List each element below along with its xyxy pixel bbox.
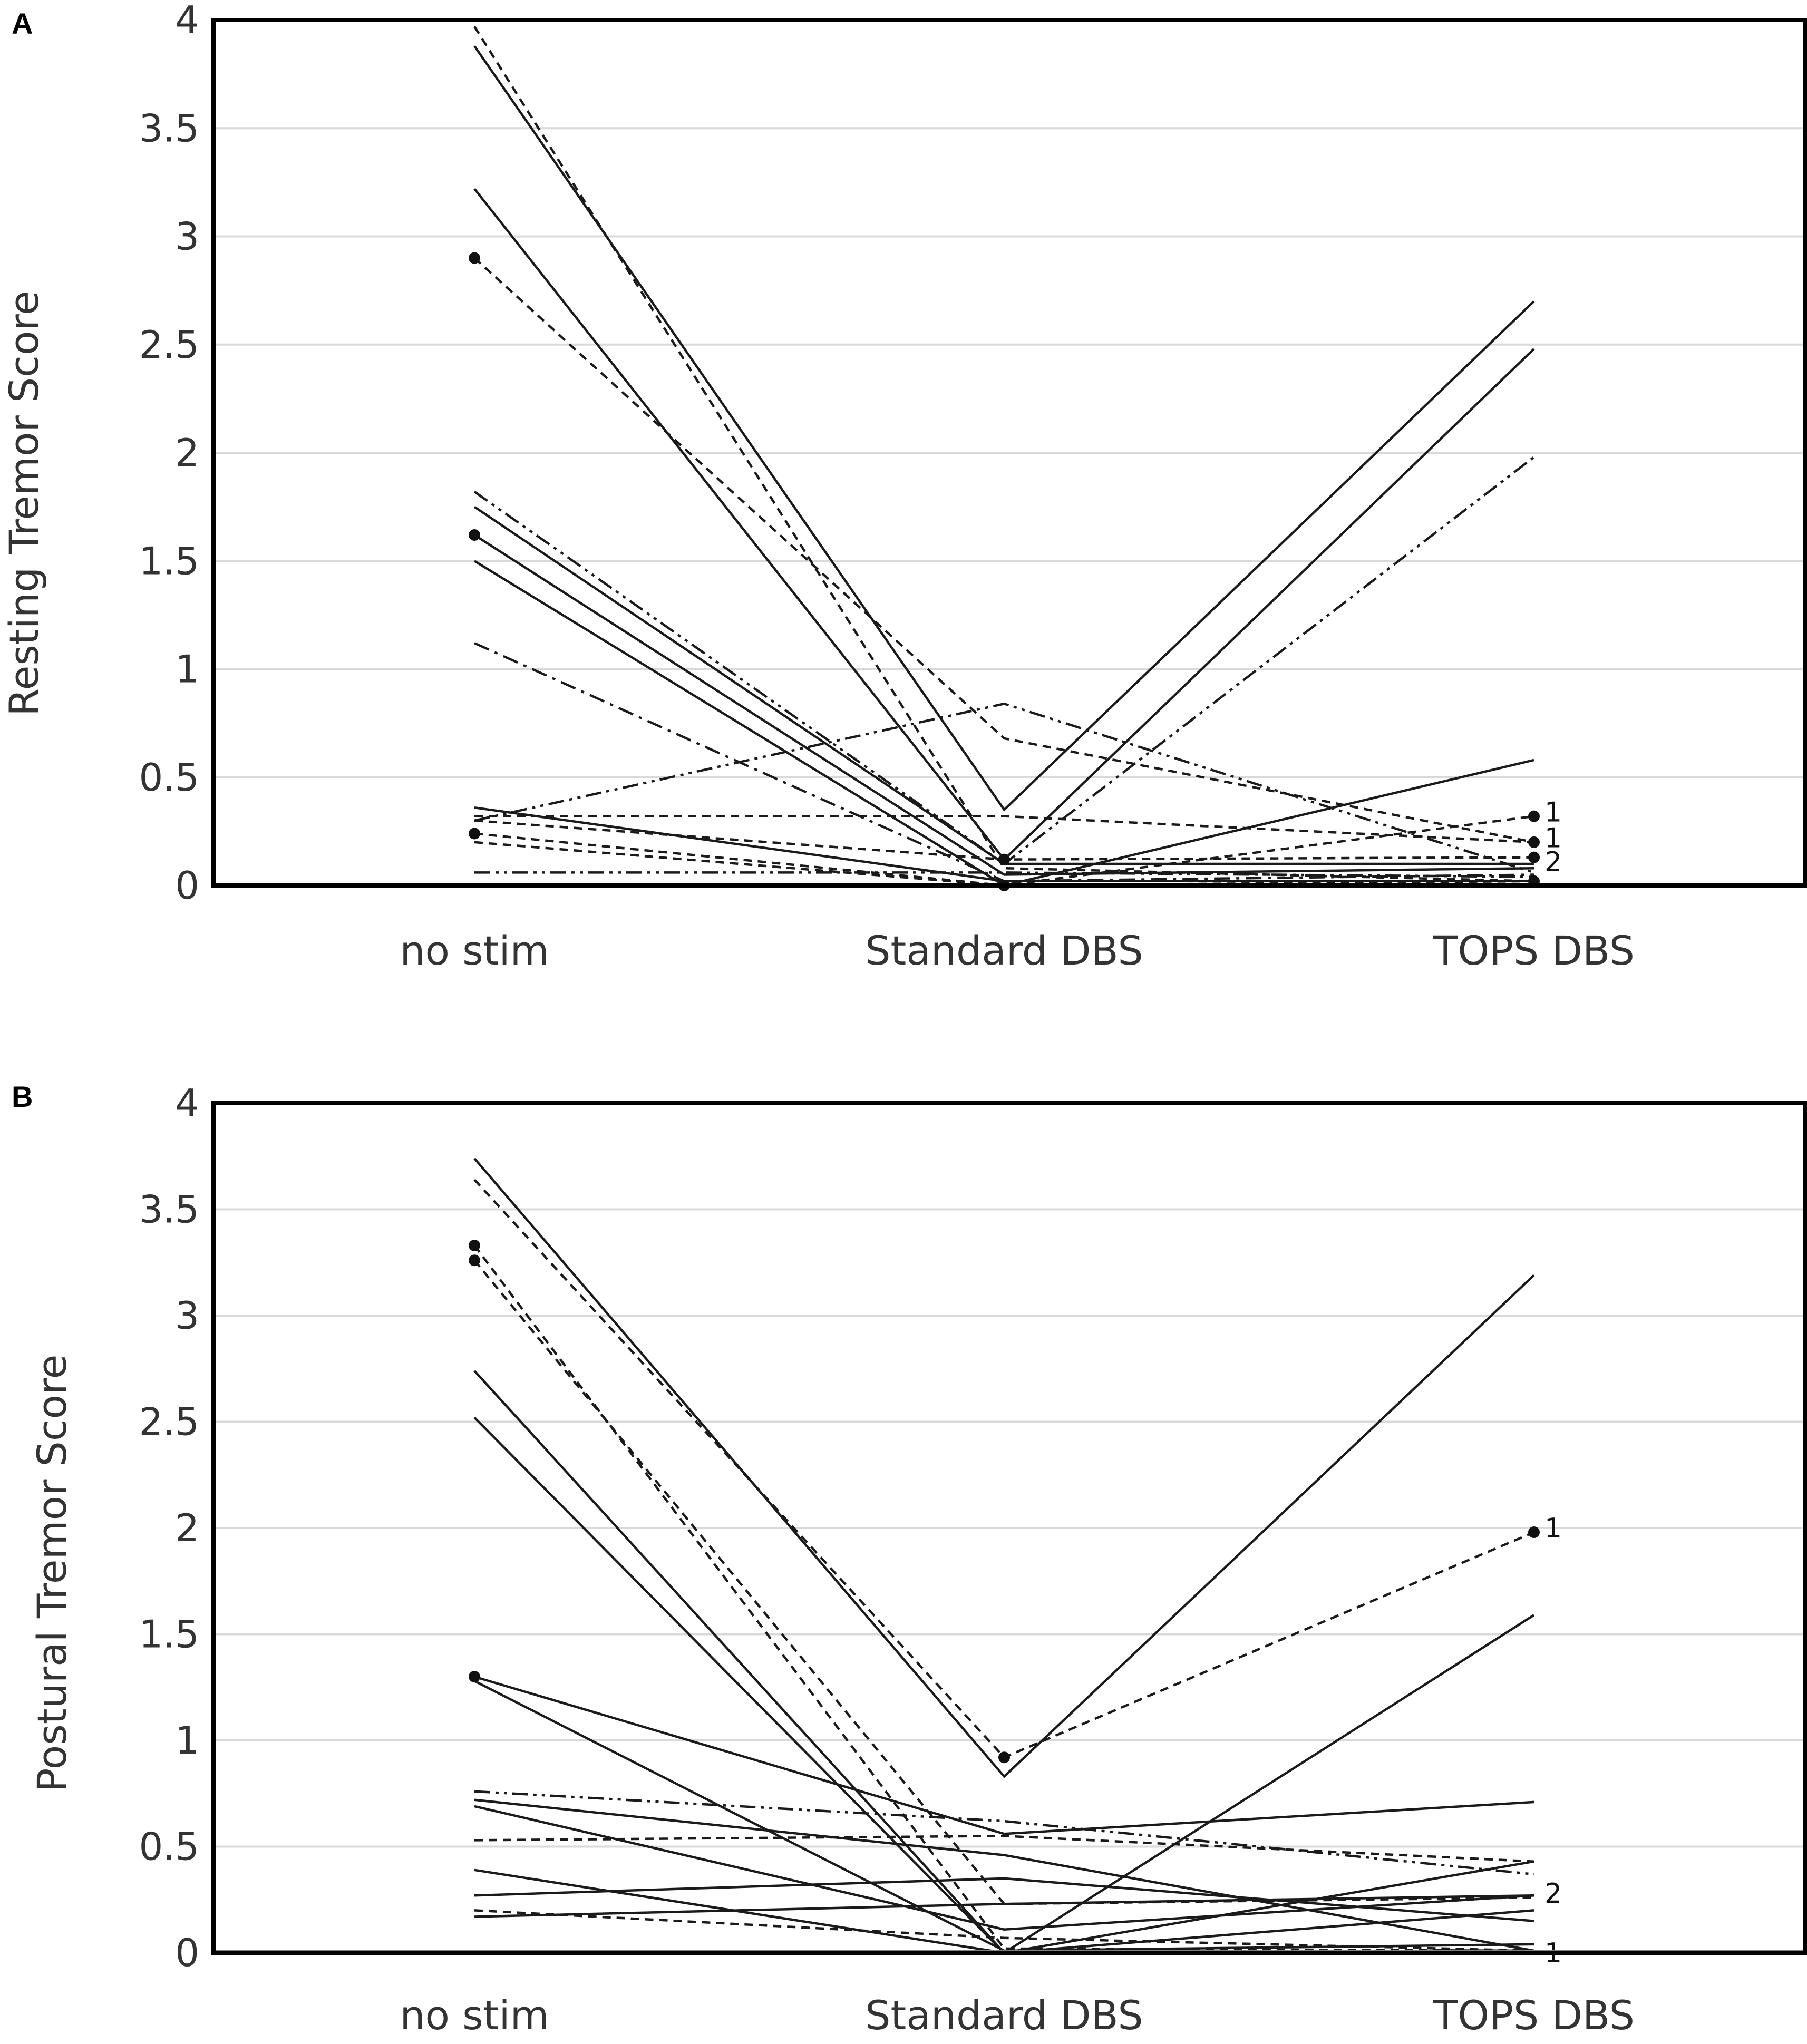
x-tick-label-b-2: TOPS DBS bbox=[1433, 1992, 1635, 2039]
x-tick-label-a-2: TOPS DBS bbox=[1433, 927, 1635, 974]
series-line-A13 bbox=[474, 871, 1534, 878]
y-ticks-b: 0 0.5 1 1.5 2 2.5 3 3.5 4 bbox=[139, 1081, 199, 1975]
annotation-b-1: 2 bbox=[1544, 1878, 1562, 1910]
y-tick-label-b-8: 4 bbox=[175, 1081, 199, 1125]
series-line-B7 bbox=[474, 1675, 1534, 1835]
series-line-B4 bbox=[473, 1259, 1534, 1905]
data-point-A4-0 bbox=[469, 252, 480, 264]
grid-b bbox=[213, 1208, 1805, 1848]
series-line-A15 bbox=[474, 819, 1534, 861]
annotations-a: 112 bbox=[1544, 796, 1562, 878]
annotation-b-0: 1 bbox=[1544, 1513, 1562, 1544]
data-point-A12-2 bbox=[1528, 810, 1540, 822]
series-line-B13 bbox=[474, 1868, 1534, 1954]
series-line-A9 bbox=[474, 642, 1534, 883]
series-b bbox=[473, 1157, 1535, 1954]
data-point-A12-0 bbox=[469, 828, 480, 840]
series-a bbox=[473, 26, 1535, 887]
plot-frame-a bbox=[211, 18, 1807, 888]
y-tick-label-a-6: 3 bbox=[175, 215, 199, 259]
y-axis-label-b: Postural Tremor Score bbox=[28, 1355, 75, 1793]
series-line-A14 bbox=[474, 815, 1534, 844]
data-point-A15-1 bbox=[998, 853, 1010, 865]
panel-b: B 0 0.5 1 1.5 2 2.5 3 3.5 4 no stim Standard DBS T… bbox=[12, 1080, 1807, 2039]
data-point-B7-0 bbox=[469, 1671, 480, 1683]
y-tick-label-b-3: 1.5 bbox=[139, 1612, 199, 1657]
x-tick-label-a-0: no stim bbox=[400, 927, 549, 974]
series-line-B14 bbox=[474, 1877, 1534, 1922]
y-tick-label-a-2: 1 bbox=[175, 647, 199, 692]
y-axis-label-a: Resting Tremor Score bbox=[1, 290, 47, 716]
annotation-a-2: 2 bbox=[1544, 846, 1562, 878]
y-tick-label-b-7: 3.5 bbox=[139, 1188, 199, 1232]
markers-a bbox=[469, 252, 1540, 891]
y-tick-label-a-4: 2 bbox=[175, 431, 199, 475]
y-tick-label-a-8: 4 bbox=[175, 0, 199, 42]
panel-a: A 0 0.5 1 1.5 2 2.5 3 3.5 4 no stim Standard DBS T… bbox=[1, 0, 1807, 974]
y-tick-label-b-6: 3 bbox=[175, 1293, 199, 1338]
series-line-A2 bbox=[473, 45, 1535, 812]
series-line-B2 bbox=[473, 1179, 1534, 1759]
x-ticks-b: no stim Standard DBS TOPS DBS bbox=[400, 1992, 1635, 2039]
series-line-B12 bbox=[474, 1835, 1534, 1863]
series-line-A1 bbox=[473, 26, 1534, 883]
panel-label-b: B bbox=[12, 1080, 33, 1113]
series-line-A8 bbox=[473, 560, 1534, 887]
y-ticks-a: 0 0.5 1 1.5 2 2.5 3 3.5 4 bbox=[139, 0, 199, 908]
series-line-A3 bbox=[473, 188, 1535, 862]
series-line-A5 bbox=[473, 456, 1535, 865]
data-point-B3-0 bbox=[469, 1240, 480, 1252]
y-tick-label-b-1: 0.5 bbox=[139, 1825, 199, 1869]
y-tick-label-b-4: 2 bbox=[175, 1506, 199, 1550]
annotation-a-1: 1 bbox=[1544, 823, 1562, 854]
annotation-a-0: 1 bbox=[1544, 796, 1562, 828]
panel-label-a: A bbox=[12, 7, 33, 40]
y-tick-label-a-0: 0 bbox=[175, 863, 199, 908]
x-ticks-a: no stim Standard DBS TOPS DBS bbox=[400, 927, 1635, 974]
series-line-A11 bbox=[474, 702, 1534, 874]
series-line-B1 bbox=[473, 1157, 1535, 1778]
x-tick-label-b-0: no stim bbox=[400, 1992, 549, 2039]
y-tick-label-a-5: 2.5 bbox=[139, 323, 199, 367]
y-tick-label-b-2: 1 bbox=[175, 1718, 199, 1763]
grid-a bbox=[213, 127, 1805, 778]
x-tick-label-b-1: Standard DBS bbox=[865, 1992, 1143, 2039]
series-line-B10 bbox=[474, 1798, 1534, 1952]
series-line-B5 bbox=[473, 1370, 1535, 1954]
data-point-A15-2 bbox=[1528, 851, 1540, 863]
data-point-A14-2 bbox=[1528, 836, 1540, 848]
y-tick-label-b-0: 0 bbox=[175, 1931, 199, 1975]
data-point-B2-1 bbox=[998, 1751, 1010, 1764]
data-point-B2-2 bbox=[1528, 1526, 1540, 1539]
y-tick-label-b-5: 2.5 bbox=[139, 1400, 199, 1444]
plot-frame-b bbox=[211, 1101, 1807, 1955]
data-point-A7-0 bbox=[469, 529, 480, 541]
y-tick-label-a-3: 1.5 bbox=[139, 539, 199, 583]
markers-b bbox=[469, 1240, 1540, 1764]
series-line-B9 bbox=[474, 1790, 1534, 1876]
y-tick-label-a-1: 0.5 bbox=[139, 755, 199, 800]
series-line-B16 bbox=[474, 1894, 1534, 1918]
x-tick-label-a-1: Standard DBS bbox=[865, 927, 1143, 974]
data-point-B4-0 bbox=[469, 1254, 480, 1267]
series-line-A7 bbox=[473, 534, 1534, 876]
series-line-B11 bbox=[474, 1805, 1534, 1931]
series-line-A4 bbox=[473, 257, 1534, 844]
series-line-B15 bbox=[474, 1909, 1534, 1952]
series-line-B6 bbox=[473, 1416, 1534, 1954]
y-tick-label-a-7: 3.5 bbox=[139, 106, 199, 150]
